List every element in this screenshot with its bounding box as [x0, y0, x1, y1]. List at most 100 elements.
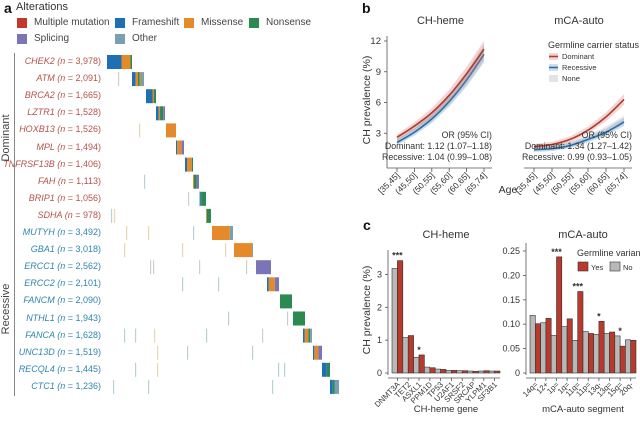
legend-item-frameshift: Frameshift [115, 17, 179, 28]
legend-item-missense: Missense [184, 17, 243, 28]
legend-swatch [249, 17, 259, 28]
gene-name: RECQL4 ( [18, 363, 61, 374]
series-line-recessive [396, 53, 485, 144]
gene-labels: CHEK2 (n = 3,978) ATM (n = 2,091) BRCA2 (n… [0, 0, 101, 422]
y-tick-label: 0.20 [502, 270, 520, 280]
legend-swatch-no [609, 261, 621, 272]
significance-marker: * [597, 311, 601, 321]
or-annotation: OR (95% CI) [582, 130, 632, 140]
y-tick-label: 9 [376, 67, 381, 78]
gene-name: FANCM ( [23, 295, 61, 306]
gene-count: n = 2,091) [60, 73, 101, 84]
gene-count: n = 1,628) [60, 329, 101, 340]
gene-count: n = 1,528) [60, 107, 101, 118]
gene-name: ATM ( [36, 73, 61, 84]
gene-label-gba1: GBA1 (n = 3,018) [31, 244, 101, 254]
gene-name: BRIP1 ( [28, 192, 61, 203]
panel-a-letter: a [4, 0, 12, 16]
bar-yes [545, 318, 552, 374]
gene-name: GBA1 ( [30, 244, 61, 255]
legend-swatch [115, 33, 125, 44]
bar-no [445, 370, 452, 374]
gene-name: FAH ( [38, 175, 61, 186]
bar-no [603, 333, 610, 374]
bar-yes [494, 370, 501, 374]
gene-name: ERCC1 ( [24, 261, 61, 272]
legend-swatch [184, 17, 194, 28]
gene-label-sdha: SDHA (n = 978) [38, 210, 101, 220]
legend-label: Other [132, 33, 158, 44]
gene-name: CTC1 ( [31, 380, 61, 391]
gene-count: n = 1,526) [60, 124, 101, 135]
bar-no [561, 326, 568, 374]
bar-no [467, 370, 474, 374]
gene-name: SDHA ( [37, 209, 68, 220]
panel-b-letter: b [362, 0, 371, 16]
bar-no [593, 334, 600, 374]
bar-yes [429, 367, 436, 374]
bar-no [456, 370, 463, 374]
gene-label-unc13d: UNC13D (n = 1,519) [19, 347, 101, 357]
bar-no [402, 337, 409, 374]
gene-name: LZTR1 ( [27, 107, 61, 118]
bar-yes [630, 340, 637, 374]
legend-swatch [17, 17, 27, 28]
gene-count: n = 2,101) [60, 278, 101, 289]
ci-band-none [534, 115, 624, 152]
y-tick-label: 2 [377, 302, 382, 312]
legend-label: Yes [591, 263, 603, 272]
legend-swatch [17, 33, 27, 44]
gene-count: n = 1,113) [60, 175, 101, 186]
bar-yes [407, 335, 414, 374]
gene-label-chek2: CHEK2 (n = 3,978) [25, 56, 101, 66]
bar-yes [598, 320, 605, 374]
ci-band-recessive [397, 46, 484, 146]
gene-count: n = 1,519) [60, 346, 101, 357]
legend-swatch-yes [577, 261, 589, 272]
or-annotation: Recessive: 1.04 (0.99–1.08) [382, 152, 492, 162]
chart-title: mCA-auto [554, 15, 604, 27]
significance-marker: * [618, 326, 622, 336]
chart-title: mCA-auto [558, 229, 608, 241]
bar-yes [461, 370, 468, 374]
series-line-recessive [533, 121, 625, 151]
chart-title: CH-heme [417, 15, 464, 27]
legend-item-multiple-mutation: Multiple mutation [17, 17, 110, 28]
gene-name: MUTYH ( [22, 227, 61, 237]
legend-title: Germline variant [577, 248, 640, 258]
gene-label-mutyh: MUTYH (n = 3,492) [23, 227, 101, 237]
x-axis-label: mCA-auto segment [542, 404, 624, 415]
y-tick-label: 0.25 [502, 246, 520, 256]
y-tick-label: 0.05 [502, 344, 520, 354]
gene-label-ercc2: ERCC2 (n = 2,101) [24, 278, 101, 288]
gene-name: NTHL1 ( [26, 312, 61, 323]
gene-label-fanca: FANCA (n = 1,628) [25, 330, 101, 340]
legend-label: Multiple mutation [34, 17, 110, 28]
gene-label-brca2: BRCA2 (n = 1,665) [25, 90, 101, 100]
bar-yes [609, 331, 616, 374]
y-tick-label: 3 [377, 269, 382, 279]
legend-item-other: Other [115, 33, 157, 44]
bar-yes [566, 318, 573, 374]
gene-label-fancm: FANCM (n = 2,090) [23, 295, 101, 305]
bar-chart-ch-heme: CH-heme0123DNMT3A***TET2ASXL1*PPM1DTP53U… [361, 229, 501, 415]
bar-yes [472, 371, 479, 374]
bar-yes [440, 369, 447, 374]
gene-label-ercc1: ERCC1 (n = 2,562) [24, 261, 101, 271]
y-axis-label: CH prevalence (%) [361, 56, 373, 145]
bar-no [550, 335, 557, 374]
bar-no [572, 340, 579, 374]
group-bracket-recessive [14, 224, 15, 396]
legend-label: Dominant [562, 52, 595, 61]
series-line-dominant [533, 98, 625, 148]
bar-no [540, 322, 547, 374]
significance-marker: *** [392, 251, 403, 261]
or-annotation: Dominant: 1.34 (1.27–1.42) [525, 141, 632, 151]
y-axis-label: CH prevalence (%) [361, 266, 373, 355]
y-tick-label: 0.15 [502, 295, 520, 305]
legend-label: None [562, 74, 580, 83]
bar-yes [577, 291, 584, 374]
chart-title: CH-heme [422, 229, 469, 241]
y-tick-label: 0.10 [502, 319, 520, 329]
